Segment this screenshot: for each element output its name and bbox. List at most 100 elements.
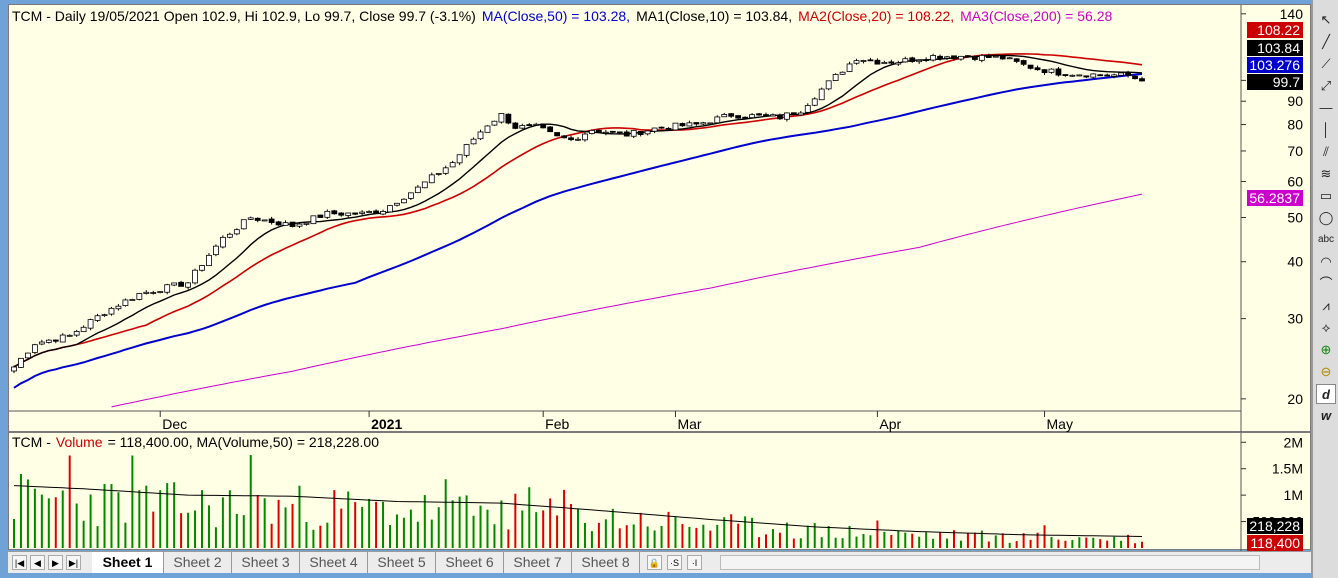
candle-body [568,137,574,141]
ray-icon[interactable]: ⟋ [1321,56,1331,71]
last-sheet-button[interactable]: ▶| [66,555,81,570]
horizontal-scrollbar[interactable] [720,555,1260,570]
split-i-icon[interactable]: ·I [687,555,702,570]
candle-body [616,131,623,134]
text-icon[interactable]: abc [1317,234,1335,245]
candle-body [1055,68,1062,76]
candle-body [45,339,52,343]
candle-body [888,61,895,64]
candle-body [178,281,185,287]
candle-body [442,167,449,174]
sheet-tab[interactable]: Sheet 8 [572,552,640,573]
first-sheet-button[interactable]: |◀ [12,555,27,570]
arc2-icon[interactable]: ⌒ [1319,276,1333,291]
candle-body [428,174,435,184]
sheet-tab[interactable]: Sheet 1 [92,552,164,573]
lock-icon[interactable]: 🔒 [647,555,662,570]
candle-body [115,305,122,310]
candle-body [136,293,143,300]
sheet-tab[interactable]: Sheet 3 [232,552,300,573]
next-sheet-button[interactable]: ▶ [48,555,63,570]
candle-body [589,129,595,134]
candle-body [763,114,769,117]
parallel-icon[interactable]: ⫽ [1323,144,1329,159]
candle-body [303,222,310,225]
line-icon[interactable]: ╱ [1322,34,1330,49]
candle-body [958,55,964,60]
candle-body [449,162,456,168]
candle-body [818,88,825,101]
candle-body [1118,72,1125,76]
cursor-icon[interactable]: ↖ [1320,12,1332,27]
price-chart[interactable]: 1401009080706050403020Dec2021FebMarAprMa… [9,5,1312,433]
zoom-in-icon[interactable]: ⊕ [1320,342,1332,357]
candle-body [533,123,540,126]
candle-body [373,210,379,214]
candle-body [721,114,728,118]
candle-body [219,236,226,248]
extend-line-icon[interactable]: ⤢ [1320,78,1332,93]
candle-body [832,74,839,81]
price-badge-label: 108.22 [1257,22,1300,38]
candle-body [916,59,923,63]
sheet-tab[interactable]: Sheet 4 [300,552,368,573]
candle-body [394,202,400,206]
candle-body [930,55,937,61]
candle-body [157,291,164,294]
price-tick-label: 70 [1287,143,1303,159]
candle-body [665,127,672,130]
candle-body [435,173,442,175]
volume-chart[interactable]: 2M1.5M1M500,000TCM -Volume= 118,400.00, … [9,433,1312,551]
price-header-part: MA2(Close,20) = 108.22, [798,8,954,24]
price-tick-label: 90 [1287,93,1303,109]
candle-body [951,55,957,59]
candle-body [477,131,484,140]
gann-icon[interactable]: ⟡ [1321,320,1331,335]
fan-icon[interactable]: ⩘ [1322,298,1330,313]
price-tick-label: 40 [1287,254,1303,270]
zoom-out-icon[interactable]: ⊖ [1320,364,1332,379]
price-header-part: MA3(Close,200) = 56.28 [960,8,1112,24]
horizontal-line-icon[interactable]: — [1319,100,1333,115]
candle-body [853,60,860,64]
rect-icon[interactable]: ▭ [1319,188,1333,203]
candle-body [359,211,366,214]
candle-body [540,123,547,129]
candle-body [1132,75,1138,80]
candle-body [59,334,66,343]
candle-body [331,210,338,215]
sheet-tab[interactable]: Sheet 5 [368,552,436,573]
sheet-tab[interactable]: Sheet 2 [164,552,232,573]
candle-body [366,211,373,213]
ellipse-icon[interactable]: ◯ [1318,210,1334,225]
sheet-tab[interactable]: Sheet 7 [504,552,572,573]
sheet-tab[interactable]: Sheet 6 [436,552,504,573]
price-pane[interactable]: 1401009080706050403020Dec2021FebMarAprMa… [8,4,1312,433]
candle-body [324,210,331,218]
candle-body [171,282,178,286]
candle-body [421,181,428,189]
volume-pane[interactable]: 2M1.5M1M500,000TCM -Volume= 118,400.00, … [8,432,1312,551]
vertical-line-icon[interactable]: │ [1321,122,1331,137]
time-tick-label: 2021 [371,416,402,432]
candle-body [185,282,191,288]
time-tick-label: Apr [879,416,901,432]
candle-body [73,330,80,336]
candle-body [693,122,700,125]
split-s-icon[interactable]: ·S [667,555,682,570]
d-icon[interactable]: d [1316,384,1336,404]
prev-sheet-button[interactable]: ◀ [30,555,45,570]
candle-body [143,291,150,294]
w-icon[interactable]: w [1320,408,1332,423]
candle-body [1041,69,1048,74]
price-badge-bg [1247,40,1303,56]
price-tick-label: 30 [1287,311,1303,327]
ma200-line [111,193,1143,408]
candle-body [491,120,498,126]
fib-icon[interactable]: ≋ [1320,166,1332,181]
volume-header-part: TCM - [12,434,51,450]
volume-tick-label: 1M [1284,487,1303,503]
arc-icon[interactable]: ◠ [1320,254,1332,269]
candle-body [790,112,797,115]
price-tick-label: 80 [1287,117,1303,133]
